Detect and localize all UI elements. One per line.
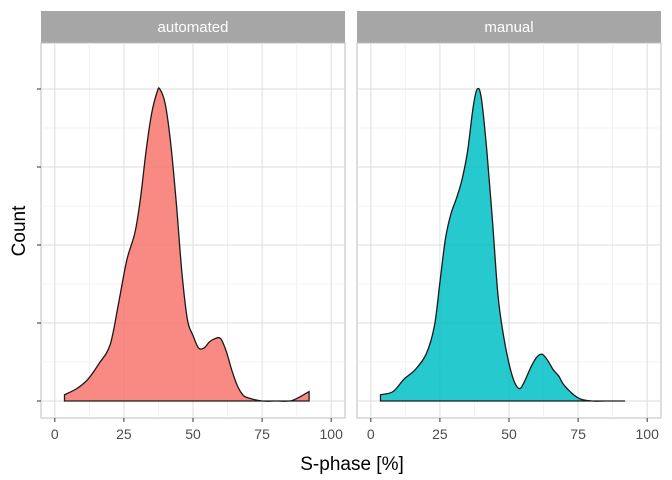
x-tick-label: 0 [367, 426, 375, 442]
x-tick-label: 75 [254, 426, 270, 442]
x-axis-layer: 0 25 50 75 100 0 25 50 75 100 [51, 418, 659, 442]
strip-manual [357, 11, 661, 43]
x-tick-label: 50 [501, 426, 517, 442]
panel-automated: automated [40, 11, 346, 419]
density-area-automated [63, 87, 310, 402]
y-axis-layer [37, 88, 41, 402]
x-axis-title: S-phase [%] [300, 454, 404, 475]
x-tick-label: 100 [320, 426, 344, 442]
x-tick-label: 50 [185, 426, 201, 442]
x-tick-label: 100 [636, 426, 660, 442]
panels-layer: automated manual [40, 11, 662, 419]
strip-label-automated: automated [158, 19, 229, 36]
x-tick-label: 25 [432, 426, 448, 442]
density-area-manual [379, 87, 626, 402]
strip-automated [41, 11, 345, 43]
strip-label-manual: manual [484, 19, 533, 36]
y-axis-title: Count [9, 205, 30, 256]
x-tick-label: 0 [51, 426, 59, 442]
x-tick-label: 25 [116, 426, 132, 442]
panel-manual: manual [356, 11, 662, 419]
x-tick-label: 75 [570, 426, 586, 442]
